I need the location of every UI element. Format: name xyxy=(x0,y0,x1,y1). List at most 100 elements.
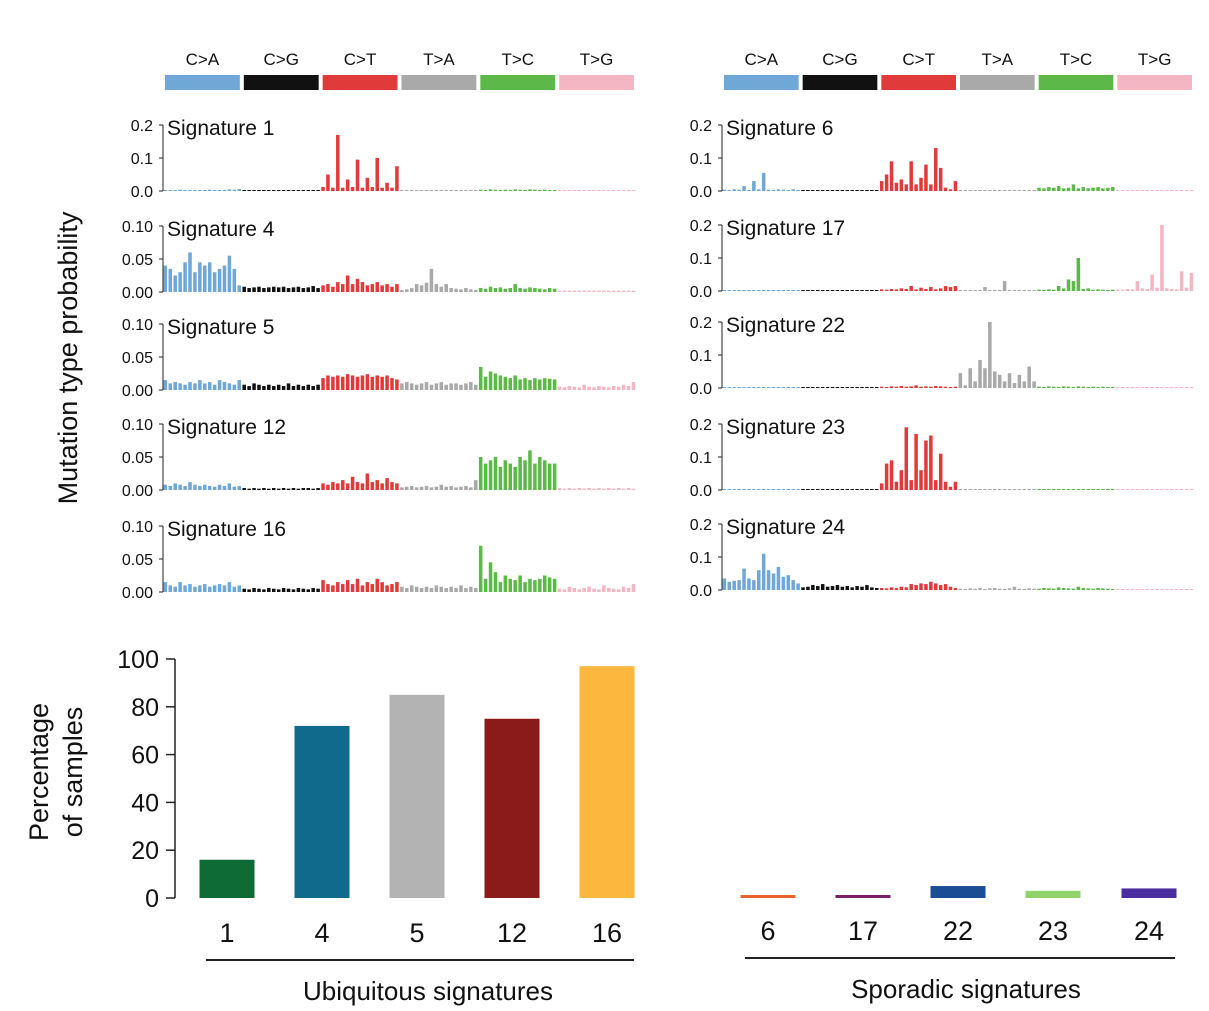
mutation-bar-c-to-t xyxy=(929,287,933,291)
mutation-bar-c-to-t xyxy=(943,481,948,490)
mutation-bar-t-to-a xyxy=(968,368,972,388)
mutation-bar-t-to-g xyxy=(1155,190,1159,191)
mutation-bar-c-to-t xyxy=(909,584,913,590)
mutation-bar-t-to-g xyxy=(1160,387,1164,388)
mutation-bar-c-to-a xyxy=(761,290,766,291)
mutation-bar-t-to-a xyxy=(963,290,968,291)
panel-y-tick-label: 0.1 xyxy=(690,550,712,567)
mutation-bar-c-to-g xyxy=(316,488,320,490)
mutation-class-label-t-to-g: T>G xyxy=(580,50,614,69)
mutation-bar-t-to-c xyxy=(1101,289,1105,291)
mutation-bar-t-to-c xyxy=(523,190,527,191)
mutation-bar-t-to-c xyxy=(478,545,483,592)
mutation-bar-t-to-a xyxy=(973,489,977,490)
mutation-bar-t-to-a xyxy=(439,286,444,292)
mutation-bar-c-to-g xyxy=(301,588,306,592)
mutation-bar-c-to-g xyxy=(271,488,276,490)
mutation-bar-t-to-a xyxy=(444,384,448,390)
mutation-bar-t-to-a xyxy=(993,489,997,490)
prevalence-y-tick-label: 40 xyxy=(131,789,159,817)
mutation-bar-c-to-a xyxy=(163,484,168,490)
mutation-bar-t-to-g xyxy=(1174,190,1179,191)
mutation-bar-t-to-g xyxy=(1125,387,1130,388)
mutation-bar-c-to-a xyxy=(203,190,207,191)
mutation-bar-c-to-t xyxy=(375,480,379,490)
mutation-bar-c-to-t xyxy=(924,440,928,490)
mutation-bar-t-to-a xyxy=(459,190,463,191)
mutation-bar-t-to-a xyxy=(1017,374,1022,388)
mutation-bar-t-to-a xyxy=(958,373,963,388)
panel-y-tick-label: 0.2 xyxy=(690,218,712,235)
prevalence-bar-signature-24 xyxy=(1121,888,1177,898)
mutation-bar-t-to-a xyxy=(454,588,458,592)
mutation-bar-t-to-a xyxy=(400,290,404,292)
prevalence-category-label: 23 xyxy=(1038,916,1068,946)
mutation-bar-c-to-t xyxy=(355,278,360,292)
mutation-bar-c-to-t xyxy=(345,580,350,592)
mutation-bar-c-to-t xyxy=(370,584,375,592)
mutation-bar-c-to-t xyxy=(879,289,884,291)
mutation-bar-c-to-a xyxy=(791,387,795,388)
mutation-bar-c-to-t xyxy=(909,286,913,291)
mutation-bar-c-to-a xyxy=(227,582,232,592)
mutation-bar-c-to-t xyxy=(929,435,933,490)
mutation-bar-c-to-a xyxy=(203,265,207,292)
mutation-bar-c-to-a xyxy=(761,172,766,191)
mutation-bar-c-to-t xyxy=(375,282,379,292)
mutation-bar-t-to-g xyxy=(582,488,586,490)
mutation-bar-c-to-g xyxy=(281,286,286,292)
mutation-bar-t-to-a xyxy=(400,487,404,490)
mutation-bar-c-to-g xyxy=(811,290,815,291)
mutation-bar-c-to-g xyxy=(855,290,859,291)
mutation-bar-t-to-a xyxy=(973,381,977,388)
mutation-bar-c-to-t xyxy=(350,476,355,490)
mutation-bar-t-to-g xyxy=(611,386,616,390)
mutation-bar-c-to-a xyxy=(727,581,732,590)
mutation-bar-t-to-a xyxy=(997,489,1002,490)
mutation-bar-t-to-g xyxy=(1140,190,1145,191)
mutation-bar-c-to-g xyxy=(830,387,835,388)
mutation-bar-c-to-t xyxy=(395,379,399,390)
mutation-bar-t-to-c xyxy=(518,457,522,490)
mutation-bar-c-to-a xyxy=(173,586,177,592)
mutation-bar-t-to-g xyxy=(1130,489,1135,490)
mutation-bar-c-to-a xyxy=(178,484,182,490)
mutation-bar-c-to-g xyxy=(291,287,296,292)
mutation-bar-c-to-t xyxy=(884,588,889,590)
mutation-bar-t-to-g xyxy=(616,488,621,490)
panel-signature-12: 0.10 0.05 0.00 Signature 12 xyxy=(122,416,636,500)
mutation-bar-t-to-a xyxy=(978,290,982,291)
mutation-bar-t-to-a xyxy=(1012,489,1017,490)
mutation-bar-t-to-c xyxy=(1037,588,1041,590)
mutation-bar-c-to-a xyxy=(786,575,791,590)
mutation-bar-t-to-a xyxy=(419,190,424,191)
mutation-bar-t-to-c xyxy=(1056,587,1061,590)
mutation-bar-t-to-g xyxy=(1135,589,1140,590)
mutation-bar-t-to-c xyxy=(1037,187,1041,191)
mutation-bar-c-to-a xyxy=(722,387,727,388)
mutation-bar-c-to-a xyxy=(173,190,177,191)
mutation-class-strip-t-to-a xyxy=(401,75,477,90)
panel-y-tick-label: 0.2 xyxy=(690,315,712,332)
mutation-bar-c-to-a xyxy=(771,573,776,590)
panel-y-tick-label: 0.0 xyxy=(690,583,712,600)
mutation-bar-c-to-a xyxy=(188,382,192,390)
mutation-bar-t-to-a xyxy=(474,384,478,390)
mutation-bar-t-to-g xyxy=(607,488,611,490)
mutation-bar-t-to-a xyxy=(469,382,473,390)
mutation-bar-t-to-c xyxy=(508,578,513,592)
mutation-bar-t-to-g xyxy=(631,190,636,191)
mutation-bar-t-to-g xyxy=(616,386,621,390)
mutation-bar-t-to-c xyxy=(1056,489,1061,490)
mutation-bar-t-to-g xyxy=(1140,387,1145,388)
mutation-bar-t-to-g xyxy=(587,190,591,191)
mutation-bar-t-to-c xyxy=(1042,290,1046,291)
mutation-bar-t-to-c xyxy=(1101,188,1105,191)
mutation-bar-t-to-g xyxy=(621,488,626,490)
mutation-bar-t-to-a xyxy=(1002,589,1007,590)
mutation-bar-t-to-g xyxy=(557,386,562,390)
mutation-bar-t-to-a xyxy=(1012,190,1017,191)
mutation-bar-c-to-g xyxy=(840,387,845,388)
mutation-bar-c-to-a xyxy=(796,583,800,590)
mutation-bar-c-to-t xyxy=(889,460,894,490)
